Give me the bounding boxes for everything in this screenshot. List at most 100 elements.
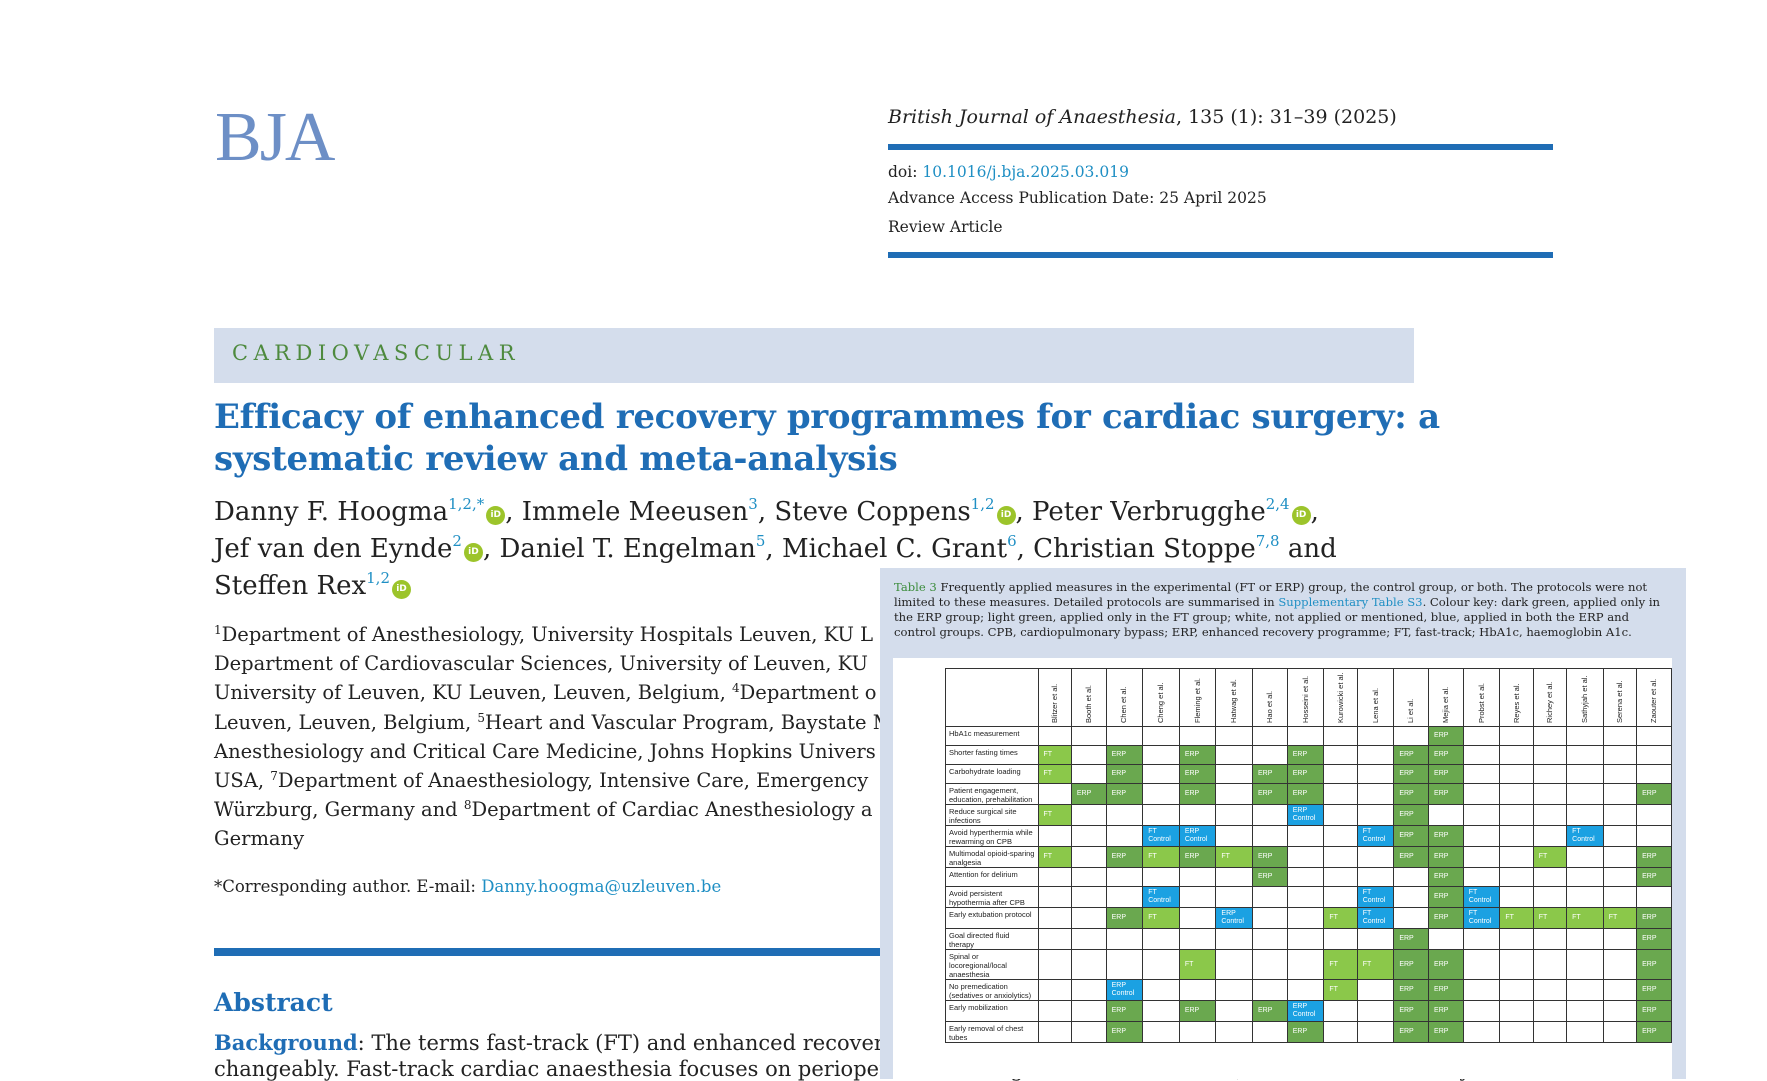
table-cell xyxy=(1393,886,1430,908)
author-name[interactable]: Steffen Rex xyxy=(214,571,367,601)
table-cell xyxy=(1462,783,1501,805)
table-cell xyxy=(1356,1021,1395,1043)
author-name[interactable]: Danny F. Hoogma xyxy=(214,497,449,527)
table-cell xyxy=(1037,907,1072,929)
supplementary-table-link[interactable]: Supplementary Table S3 xyxy=(1278,595,1423,609)
table-row: Shorter fasting times FT ERP ERP ERP ERP ERP xyxy=(945,745,1672,765)
publication-date: Advance Access Publication Date: 25 Apri… xyxy=(888,189,1267,207)
orcid-icon[interactable]: iD xyxy=(1291,506,1311,525)
table-cell xyxy=(1070,928,1107,950)
table-cell: FT xyxy=(1037,745,1072,765)
table-cell: ERP Control xyxy=(1178,825,1217,847)
table-cell: ERP xyxy=(1393,928,1430,950)
doi-link[interactable]: 10.1016/j.bja.2025.03.019 xyxy=(922,163,1129,181)
table-cell: ERP xyxy=(1428,979,1464,1001)
table-cell xyxy=(1499,825,1534,847)
table-cell: ERP xyxy=(1428,726,1464,746)
table-cell xyxy=(1462,825,1501,847)
table-cell xyxy=(1323,886,1358,908)
table-cell xyxy=(1566,886,1604,908)
column-header: Cheng et al. xyxy=(1142,668,1180,727)
header-rule-bottom xyxy=(888,252,1553,258)
column-header: Fleming et al. xyxy=(1178,668,1217,727)
table-cell: ERP xyxy=(1393,804,1430,826)
table-cell xyxy=(1252,979,1288,1001)
table-cell xyxy=(1499,764,1534,784)
table-cell xyxy=(1566,1000,1604,1022)
table-cell: FT xyxy=(1532,846,1568,868)
table-cell: FT Control xyxy=(1142,825,1180,847)
table-cell: ERP xyxy=(1393,764,1430,784)
orcid-icon[interactable]: iD xyxy=(996,506,1016,525)
affiliation-line: Würzburg, Germany and 8Department of Car… xyxy=(214,795,1114,824)
author-name[interactable]: , Steve Coppens xyxy=(757,497,971,527)
author-name[interactable]: , Immele Meeusen xyxy=(505,497,749,527)
column-header-label: Probst et al. xyxy=(1476,682,1486,723)
table-cell xyxy=(1499,867,1534,887)
affiliation-sup: 4 xyxy=(732,681,740,696)
table-cell xyxy=(1566,726,1604,746)
table-cell xyxy=(1215,979,1253,1001)
table-cell xyxy=(1499,783,1534,805)
table-cell xyxy=(1105,928,1144,950)
table-cell xyxy=(1142,928,1180,950)
row-label: Shorter fasting times xyxy=(945,745,1039,765)
table-cell xyxy=(1178,979,1217,1001)
author-line-1: Danny F. Hoogma1,2,*iD, Immele Meeusen3,… xyxy=(214,494,1319,530)
table-cell xyxy=(1323,783,1358,805)
affiliation-line: Anesthesiology and Critical Care Medicin… xyxy=(214,739,876,763)
orcid-icon[interactable]: iD xyxy=(463,543,483,562)
header-rule-top xyxy=(888,144,1553,150)
section-band xyxy=(214,328,1414,383)
table-cell xyxy=(1070,907,1107,929)
column-header: Reyes et al. xyxy=(1499,668,1534,727)
table-cell xyxy=(1499,726,1534,746)
table-cell xyxy=(1566,745,1604,765)
author-name[interactable]: , Daniel T. Engelman xyxy=(482,534,756,564)
abstract-text: : The terms fast-track (FT) and enhanced… xyxy=(357,1031,915,1055)
author-name[interactable]: , Peter Verbrugghe xyxy=(1015,497,1266,527)
orcid-icon[interactable]: iD xyxy=(392,580,411,599)
column-header: Hatwag et al. xyxy=(1215,668,1253,727)
table-cell: ERP xyxy=(1428,1021,1464,1043)
table-row: Early extubation protocol ERP FT ERP Contro… xyxy=(945,907,1672,929)
journal-volume: , 135 (1): 31–39 (2025) xyxy=(1175,106,1397,128)
table-cell xyxy=(1323,764,1358,784)
table-row: Early removal of chest tubes ERP ERP ERP ERP… xyxy=(945,1021,1672,1043)
table-cell: FT Control xyxy=(1356,886,1395,908)
table-row: Avoid persistent hypothermia after CPB FT… xyxy=(945,886,1672,908)
table-cell xyxy=(1602,745,1638,765)
column-header-label: Hosseini et al. xyxy=(1300,675,1310,723)
author-name[interactable]: , Christian Stoppe xyxy=(1016,534,1256,564)
table-cell: FT xyxy=(1178,949,1217,980)
table-cell: FT xyxy=(1037,846,1072,868)
affiliation-text: Department o xyxy=(739,681,877,705)
table-cell xyxy=(1356,867,1395,887)
column-header-label: Richey et al. xyxy=(1544,681,1554,723)
corresponding-email-link[interactable]: Danny.hoogma@uzleuven.be xyxy=(481,877,722,896)
affiliation-text: USA, xyxy=(214,769,271,793)
affiliation-line: USA, 7Department of Anaesthesiology, Int… xyxy=(214,766,1114,795)
table-cell xyxy=(1602,804,1638,826)
table3-popup[interactable]: Table 3 Frequently applied measures in t… xyxy=(880,568,1686,1079)
table-cell: ERP xyxy=(1393,783,1430,805)
table-cell xyxy=(1070,949,1107,980)
table-cell xyxy=(1215,867,1253,887)
table-cell xyxy=(1037,867,1072,887)
column-header-label: Chen et al. xyxy=(1119,686,1129,723)
table-cell xyxy=(1393,726,1430,746)
table-cell xyxy=(1602,783,1638,805)
journal-citation: British Journal of Anaesthesia, 135 (1):… xyxy=(888,106,1397,128)
table-cell xyxy=(1532,745,1568,765)
author-name[interactable]: , Michael C. Grant xyxy=(765,534,1008,564)
table-cell xyxy=(1636,745,1672,765)
table-cell xyxy=(1037,783,1072,805)
table-cell: ERP xyxy=(1252,783,1288,805)
caption-text: Frequently applied measures in the exper… xyxy=(894,580,1648,609)
author-name[interactable]: Jef van den Eynde xyxy=(214,534,453,564)
table-cell xyxy=(1252,726,1288,746)
orcid-icon[interactable]: iD xyxy=(486,506,506,525)
table-cell xyxy=(1037,825,1072,847)
author-affiliation-sup: 2,4 xyxy=(1265,495,1290,513)
affiliation-sup: 8 xyxy=(463,798,472,813)
